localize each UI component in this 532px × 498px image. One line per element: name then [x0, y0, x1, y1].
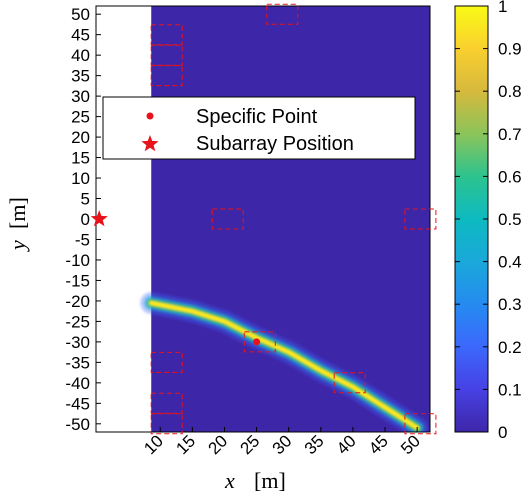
- colorbar-tick-label: 0.8: [498, 82, 522, 101]
- y-tick-label: 20: [71, 128, 90, 147]
- subarray-box: [333, 372, 366, 394]
- y-axis-variable: y: [5, 240, 30, 252]
- y-tick-label: -25: [65, 312, 90, 331]
- subarray-box: [243, 331, 276, 353]
- x-tick-label: 10: [140, 431, 167, 458]
- x-tick-label: 40: [333, 431, 360, 458]
- y-axis-unit: [m]: [5, 197, 30, 229]
- y-tick-label: 5: [81, 190, 90, 209]
- colorbar-tick-label: 0.6: [498, 167, 522, 186]
- subarray-box: [150, 65, 183, 87]
- x-tick-label: 30: [269, 431, 296, 458]
- heatmap-background: [151, 6, 430, 432]
- y-tick-label: -20: [65, 292, 90, 311]
- colorbar-tick-label: 0.1: [498, 380, 522, 399]
- beam-peak: [150, 302, 419, 429]
- colorbar-tick-label: 0.3: [498, 295, 522, 314]
- colorbar-tick-label: 0.5: [498, 210, 522, 229]
- specific-point-marker: [253, 338, 261, 346]
- markers: [90, 210, 261, 346]
- subarray-box: [211, 208, 244, 230]
- legend-star-symbol: [141, 135, 159, 152]
- colorbar-tick-label: 0: [498, 423, 507, 442]
- x-tick-label: 15: [172, 431, 199, 458]
- y-tick-label: 45: [71, 26, 90, 45]
- subarray-box: [150, 44, 183, 66]
- y-tick-label: -5: [75, 230, 90, 249]
- colorbar: [454, 5, 489, 433]
- heatmap-area: [140, 6, 430, 432]
- y-tick-label: 35: [71, 67, 90, 86]
- subarray-boxes: [150, 3, 437, 435]
- colorbar-tick-label: 0.4: [498, 253, 522, 272]
- subarray-box: [266, 3, 299, 25]
- y-tick-label: -15: [65, 271, 90, 290]
- subarray-box: [150, 392, 183, 414]
- y-tick-label: 25: [71, 108, 90, 127]
- y-tick-label: -10: [65, 251, 90, 270]
- colorbar-tick-label: 0.7: [498, 125, 522, 144]
- colorbar-ticks: 1 0.9 0.8 0.7 0.6 0.5 0.4 0.3 0.2 0.1 0: [455, 0, 522, 442]
- y-tick-label: -35: [65, 353, 90, 372]
- x-tick-label: 35: [301, 431, 328, 458]
- y-tick-label: 40: [71, 46, 90, 65]
- legend-entry-subarray-position: Subarray Position: [196, 133, 354, 155]
- subarray-box: [150, 351, 183, 373]
- x-tick-label: 20: [204, 431, 231, 458]
- y-tick-label: 10: [71, 169, 90, 188]
- y-tick-label: 0: [81, 210, 90, 229]
- x-tick-label: 50: [397, 431, 424, 458]
- y-ticks: 50454035302520151050-5-10-15-20-25-30-35…: [65, 5, 101, 434]
- subarray-box: [404, 208, 437, 230]
- colorbar-tick-label: 0.2: [498, 338, 522, 357]
- x-tick-label: 25: [237, 431, 264, 458]
- x-axis-label: x [m]: [224, 468, 286, 493]
- y-tick-label: -50: [65, 415, 90, 434]
- x-tick-label: 45: [365, 431, 392, 458]
- legend-box: [102, 96, 416, 160]
- y-tick-label: -30: [65, 333, 90, 352]
- x-axis-unit: [m]: [254, 468, 286, 493]
- y-tick-label: 30: [71, 87, 90, 106]
- subarray-box: [404, 413, 437, 435]
- subarray-box: [150, 413, 183, 435]
- subarray-box: [150, 24, 183, 46]
- y-tick-label: 15: [71, 149, 90, 168]
- subarray-position-marker: [90, 210, 108, 227]
- legend-point-symbol: [146, 112, 154, 120]
- legend: Specific Point Subarray Position: [102, 96, 416, 160]
- colorbar-tick-label: 0.9: [498, 40, 522, 59]
- colorbar-tick-label: 1: [498, 0, 507, 16]
- legend-entry-specific-point: Specific Point: [196, 106, 318, 128]
- y-tick-label: -45: [65, 394, 90, 413]
- y-tick-label: 50: [71, 5, 90, 24]
- y-axis-label: y [m]: [5, 197, 30, 252]
- y-tick-label: -40: [65, 374, 90, 393]
- x-axis-variable: x: [224, 468, 235, 493]
